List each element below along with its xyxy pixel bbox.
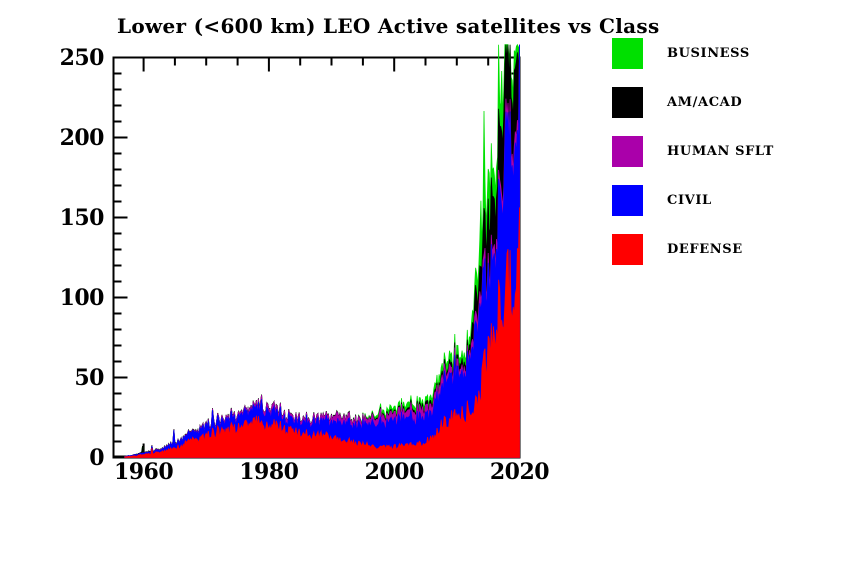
- legend-item-defense: DEFENSE: [612, 234, 774, 265]
- legend-label-civil: CIVIL: [667, 193, 712, 208]
- y-tick-label-0: 0: [89, 444, 104, 471]
- x-tick-label-2000: 2000: [364, 459, 425, 485]
- y-tick-label-100: 100: [59, 284, 105, 311]
- x-tick-label-1960: 1960: [113, 459, 174, 485]
- y-tick-label-50: 50: [74, 364, 104, 391]
- business-color-swatch-icon: [612, 38, 643, 69]
- area-series-civil: [124, 44, 520, 458]
- legend: BUSINESS AM/ACAD HUMAN SFLT CIVIL DEFENS…: [612, 38, 774, 283]
- y-tick-label-250: 250: [59, 44, 105, 71]
- y-tick-label-150: 150: [59, 204, 105, 231]
- chart-title: Lower (<600 km) LEO Active satellites vs…: [117, 14, 660, 38]
- x-tick-label-2020: 2020: [489, 459, 550, 485]
- legend-label-human-sflt: HUMAN SFLT: [667, 144, 774, 159]
- am-acad-color-swatch-icon: [612, 87, 643, 118]
- area-series-defense: [124, 207, 520, 458]
- x-tick-label-1980: 1980: [239, 459, 299, 485]
- legend-item-am-acad: AM/ACAD: [612, 87, 774, 118]
- human-sflt-color-swatch-icon: [612, 136, 643, 167]
- legend-item-business: BUSINESS: [612, 38, 774, 69]
- civil-color-swatch-icon: [612, 185, 643, 216]
- y-tick-label-200: 200: [59, 124, 105, 151]
- legend-label-defense: DEFENSE: [667, 242, 743, 257]
- legend-label-business: BUSINESS: [667, 46, 750, 61]
- legend-item-human-sflt: HUMAN SFLT: [612, 136, 774, 167]
- legend-label-am-acad: AM/ACAD: [667, 95, 743, 110]
- legend-item-civil: CIVIL: [612, 185, 774, 216]
- defense-color-swatch-icon: [612, 234, 643, 265]
